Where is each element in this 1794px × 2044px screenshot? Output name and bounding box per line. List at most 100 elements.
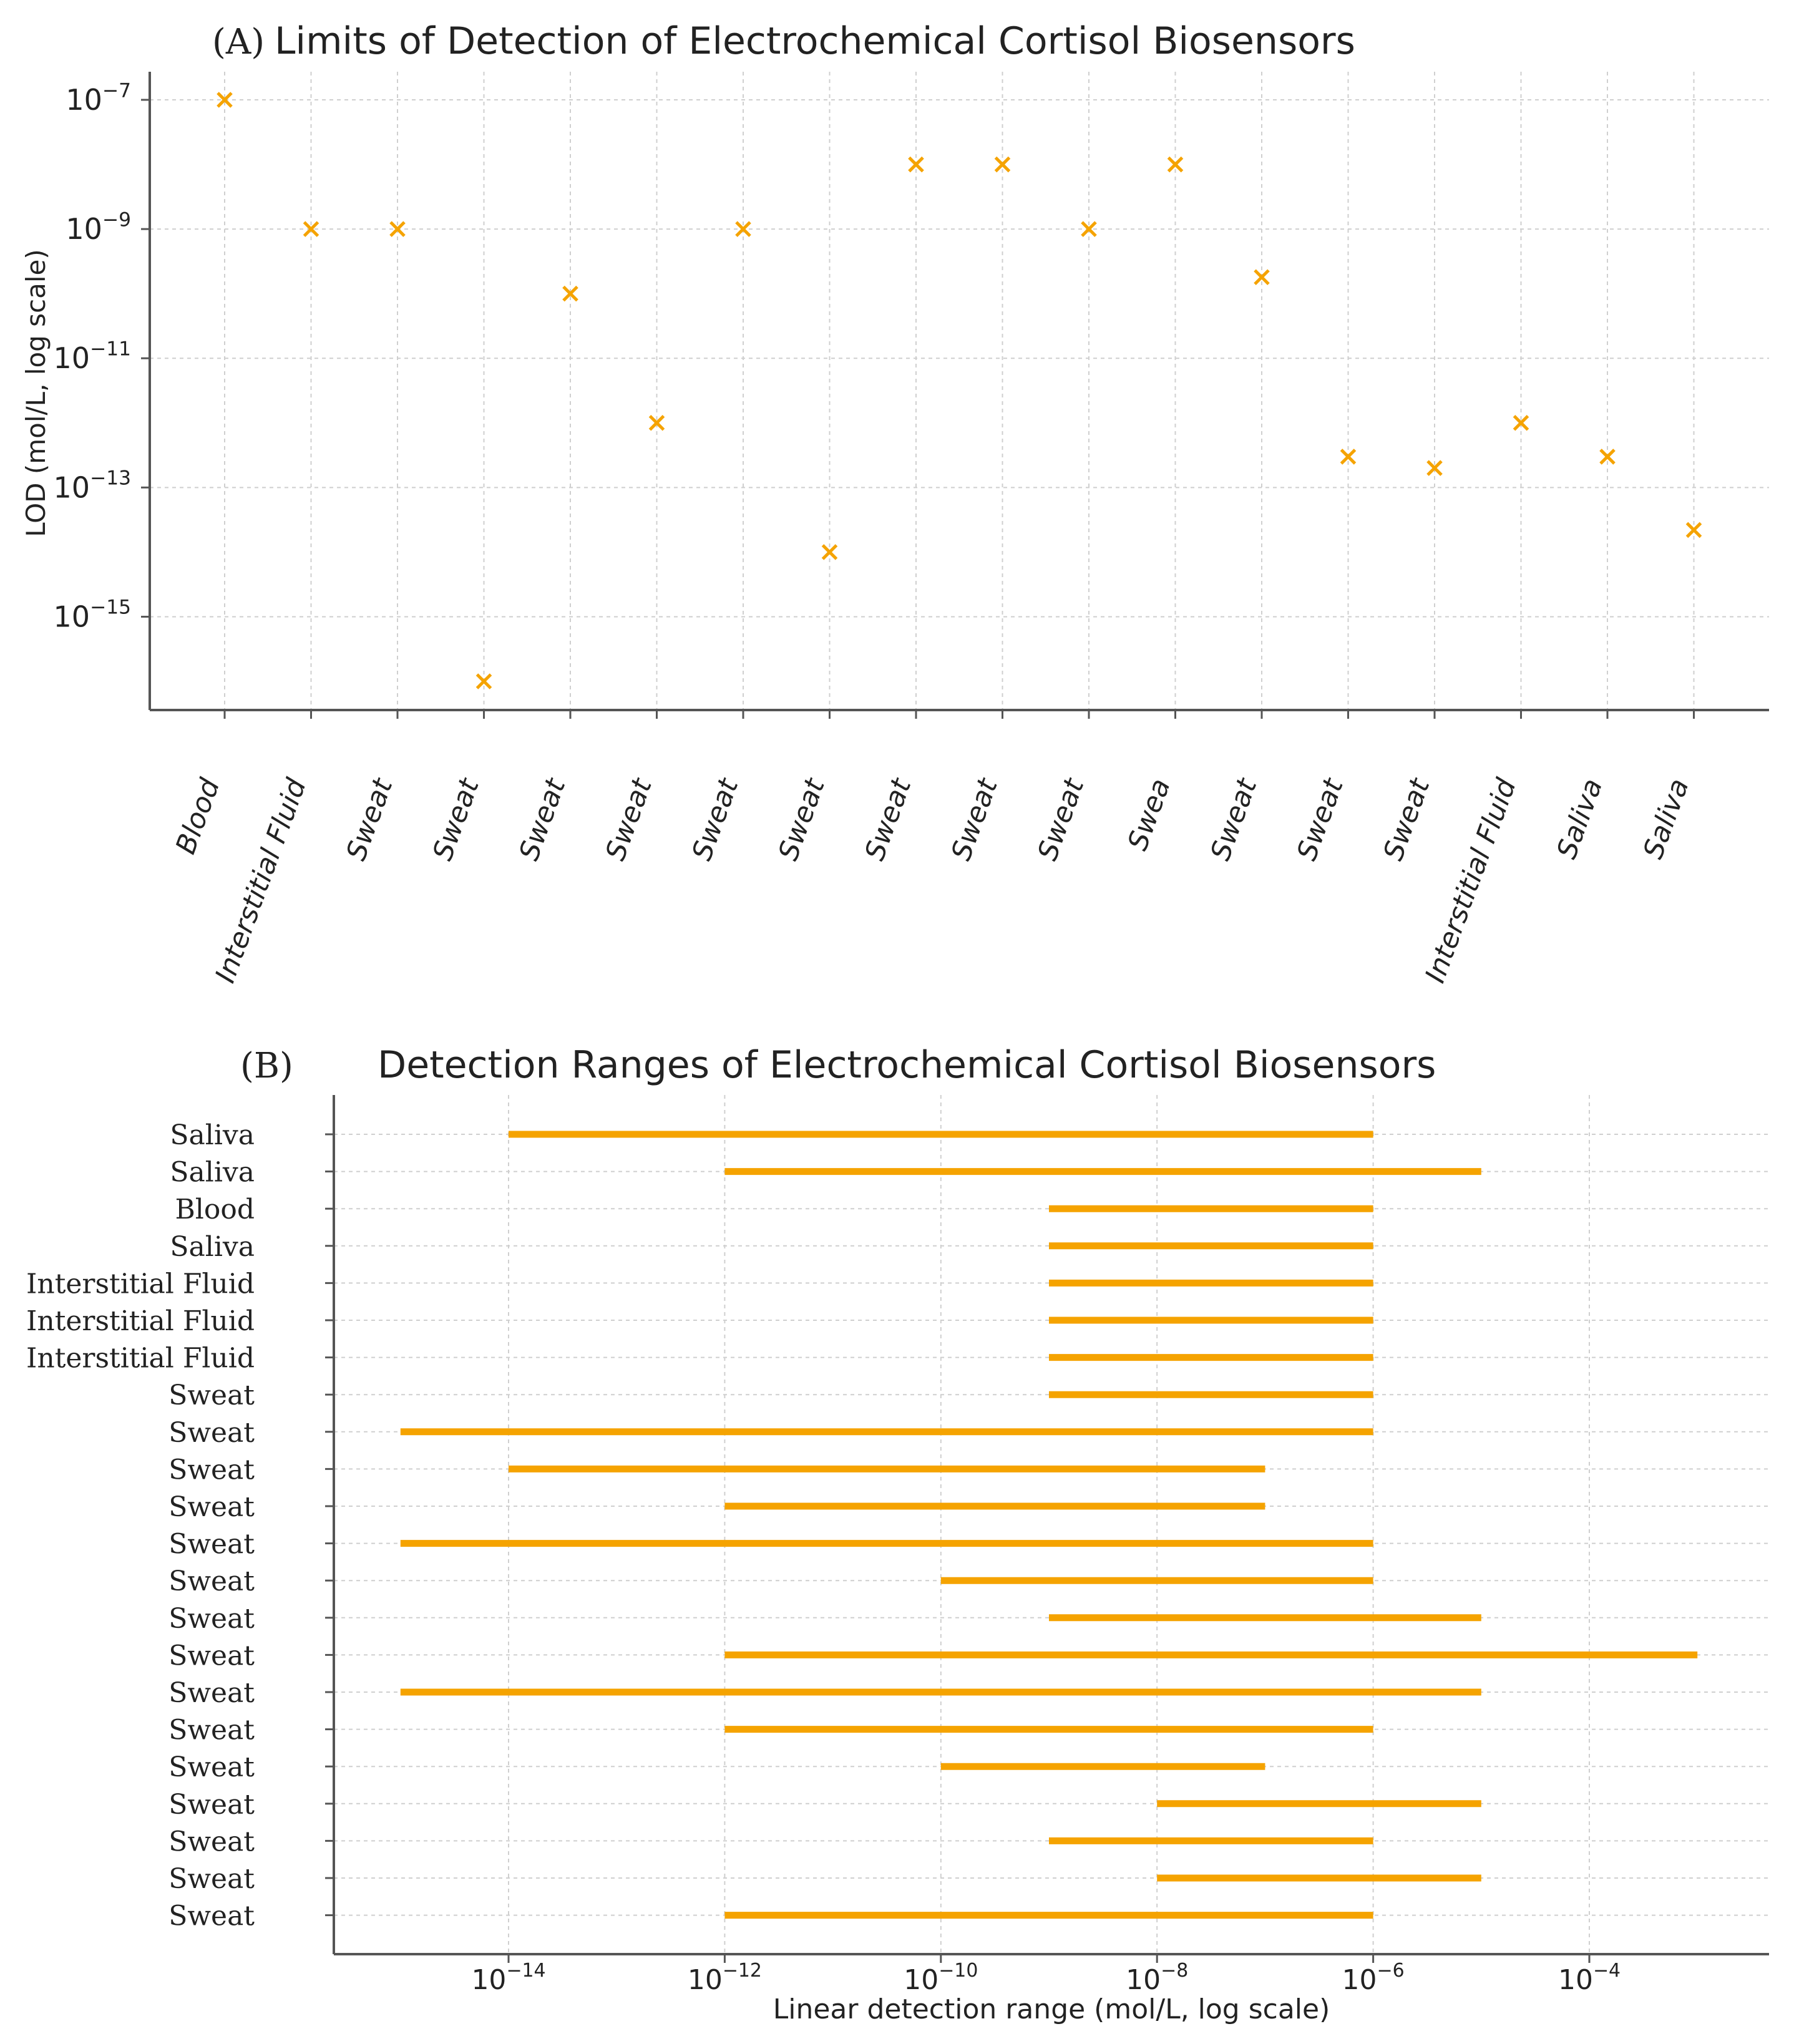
- panel-b-x-tick-label: 10−8: [1126, 1960, 1188, 1996]
- panel-a-point: [735, 221, 751, 237]
- panel-a-points: [217, 92, 1702, 689]
- panel-a-category-label: Swea: [1122, 774, 1177, 854]
- panel-a-category-label: Saliva: [1551, 774, 1609, 863]
- panel-a-letter: (A): [212, 22, 265, 62]
- panel-a-category-label: Sweat: [859, 774, 918, 865]
- panel-b-category-label: Sweat: [168, 1640, 255, 1672]
- panel-a-category-label: Sweat: [686, 774, 745, 865]
- panel-a-category-label: Blood: [170, 774, 227, 858]
- panel-a-y-tick-label: 10−11: [53, 338, 131, 376]
- panel-b-x-axis-label: Linear detection range (mol/L, log scale…: [773, 1993, 1330, 2025]
- panel-a-point: [1254, 269, 1270, 285]
- panel-b-category-label: Interstitial Fluid: [26, 1343, 255, 1375]
- panel-a-point: [1685, 522, 1702, 538]
- panel-b-grid: [334, 1095, 1769, 1954]
- panel-a-point: [994, 156, 1011, 173]
- panel-a-point: [1513, 415, 1529, 431]
- panel-b-category-label: Sweat: [168, 1454, 255, 1486]
- panel-a-lod-chart: (A) Limits of Detection of Electrochemic…: [21, 19, 1769, 987]
- panel-a-category-label: Sweat: [1291, 774, 1350, 865]
- panel-a-category-label: Sweat: [513, 774, 572, 865]
- panel-a-y-axis-label: LOD (mol/L, log scale): [21, 249, 51, 537]
- panel-a-point: [562, 285, 578, 302]
- panel-a-category-label: Sweat: [945, 774, 1005, 865]
- panel-a-point-stroke: [1340, 449, 1357, 465]
- panel-a-category-label: Sweat: [427, 774, 486, 865]
- panel-a-point: [303, 221, 319, 237]
- panel-a-y-tick-label: 10−7: [66, 79, 131, 117]
- panel-a-point-stroke: [994, 156, 1011, 173]
- panel-a-y-tick-label: 10−9: [66, 208, 131, 246]
- panel-b-category-label: Blood: [175, 1194, 255, 1225]
- panel-a-point-stroke: [821, 544, 838, 560]
- panel-b-category-label: Sweat: [168, 1789, 255, 1821]
- panel-b-range-chart: (B) Detection Ranges of Electrochemical …: [26, 1043, 1769, 2025]
- panel-a-point-stroke: [648, 415, 665, 431]
- panel-a-point-stroke: [1513, 415, 1529, 431]
- panel-a-category-label: Sweat: [340, 774, 399, 865]
- panel-b-category-label: Sweat: [168, 1565, 255, 1597]
- panel-a-point: [475, 673, 492, 689]
- panel-a-point-stroke: [735, 221, 751, 237]
- panel-a-point-stroke: [1167, 156, 1184, 173]
- panel-a-point-stroke: [217, 92, 233, 108]
- panel-a-point: [908, 156, 924, 173]
- panel-a-title: Limits of Detection of Electrochemical C…: [275, 19, 1355, 63]
- panel-a-grid: [150, 72, 1769, 710]
- panel-b-category-labels: Saliva Saliva Blood Saliva Interstitial Flui…: [26, 1119, 334, 1932]
- panel-a-y-tick-label: 10−15: [53, 596, 131, 634]
- panel-a-point-stroke: [1685, 522, 1702, 538]
- panel-a-y-tick-label: 10−13: [53, 467, 131, 505]
- panel-b-category-label: Interstitial Fluid: [26, 1305, 255, 1337]
- panel-b-title: Detection Ranges of Electrochemical Cort…: [378, 1043, 1436, 1087]
- panel-b-x-tick-label: 10−10: [904, 1960, 978, 1996]
- panel-a-axes: [149, 72, 1769, 711]
- panel-b-x-tick-label: 10−12: [688, 1960, 762, 1996]
- panel-a-point: [1599, 449, 1616, 465]
- panel-a-category-label: Interstitial Fluid: [1419, 774, 1523, 987]
- panel-a-point: [1167, 156, 1184, 173]
- panel-b-axes: [333, 1095, 1769, 1955]
- panel-a-point: [1340, 449, 1357, 465]
- panel-b-category-label: Sweat: [168, 1491, 255, 1523]
- panel-b-category-label: Sweat: [168, 1863, 255, 1895]
- panel-a-point: [1426, 460, 1443, 476]
- panel-a-category-label: Sweat: [1031, 774, 1091, 865]
- panel-a-point-stroke: [475, 673, 492, 689]
- panel-a-category-label: Saliva: [1637, 774, 1695, 863]
- panel-a-point-stroke: [908, 156, 924, 173]
- panel-a-point-stroke: [1599, 449, 1616, 465]
- panel-b-category-label: Sweat: [168, 1900, 255, 1932]
- panel-b-category-label: Sweat: [168, 1677, 255, 1709]
- panel-b-category-label: Sweat: [168, 1751, 255, 1783]
- panel-b-category-label: Sweat: [168, 1715, 255, 1746]
- panel-b-category-label: Sweat: [168, 1826, 255, 1857]
- panel-b-x-tick-label: 10−4: [1558, 1960, 1621, 1996]
- panel-b-category-label: Sweat: [168, 1529, 255, 1560]
- panel-a-category-label: Sweat: [1204, 774, 1264, 865]
- panel-a-point-stroke: [1254, 269, 1270, 285]
- panel-b-category-label: Saliva: [170, 1157, 255, 1189]
- panel-a-category-label: Sweat: [1377, 774, 1436, 865]
- panel-b-bars: [400, 1131, 1698, 1919]
- panel-a-category-label: Interstitial Fluid: [209, 774, 313, 987]
- panel-b-category-label: Sweat: [168, 1603, 255, 1635]
- panel-b-x-tick-label: 10−6: [1342, 1960, 1405, 1996]
- panel-a-point: [1081, 221, 1097, 237]
- panel-b-x-ticks: 10−14 10−12 10−10 10−8 10−6 10−4: [471, 1954, 1621, 1996]
- panel-a-point-stroke: [389, 221, 406, 237]
- panel-a-point-stroke: [303, 221, 319, 237]
- panel-a-point: [821, 544, 838, 560]
- panel-a-point-stroke: [1426, 460, 1443, 476]
- panel-b-letter: (B): [240, 1046, 293, 1086]
- panel-b-category-label: Sweat: [168, 1380, 255, 1411]
- panel-b-x-tick-label: 10−14: [471, 1960, 545, 1996]
- panel-b-category-label: Saliva: [170, 1231, 255, 1263]
- panel-a-category-label: Sweat: [600, 774, 659, 865]
- panel-a-point-stroke: [562, 285, 578, 302]
- panel-a-category-label: Sweat: [773, 774, 832, 865]
- panel-a-point: [389, 221, 406, 237]
- panel-a-point: [648, 415, 665, 431]
